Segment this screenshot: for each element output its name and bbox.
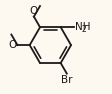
Text: 2: 2 <box>81 25 86 34</box>
Text: O: O <box>30 6 38 16</box>
Text: NH: NH <box>75 22 90 32</box>
Text: Br: Br <box>61 75 73 85</box>
Text: O: O <box>8 40 17 50</box>
